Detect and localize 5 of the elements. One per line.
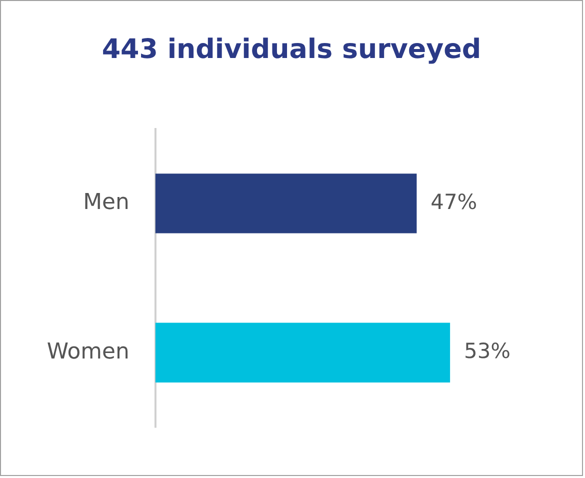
- data-label: 53%: [464, 339, 510, 364]
- y-tick-label: Women: [46, 339, 130, 364]
- chart-title: 443 individuals surveyed: [102, 34, 482, 65]
- y-tick-label: Men: [83, 190, 130, 216]
- data-label: 47%: [430, 190, 478, 214]
